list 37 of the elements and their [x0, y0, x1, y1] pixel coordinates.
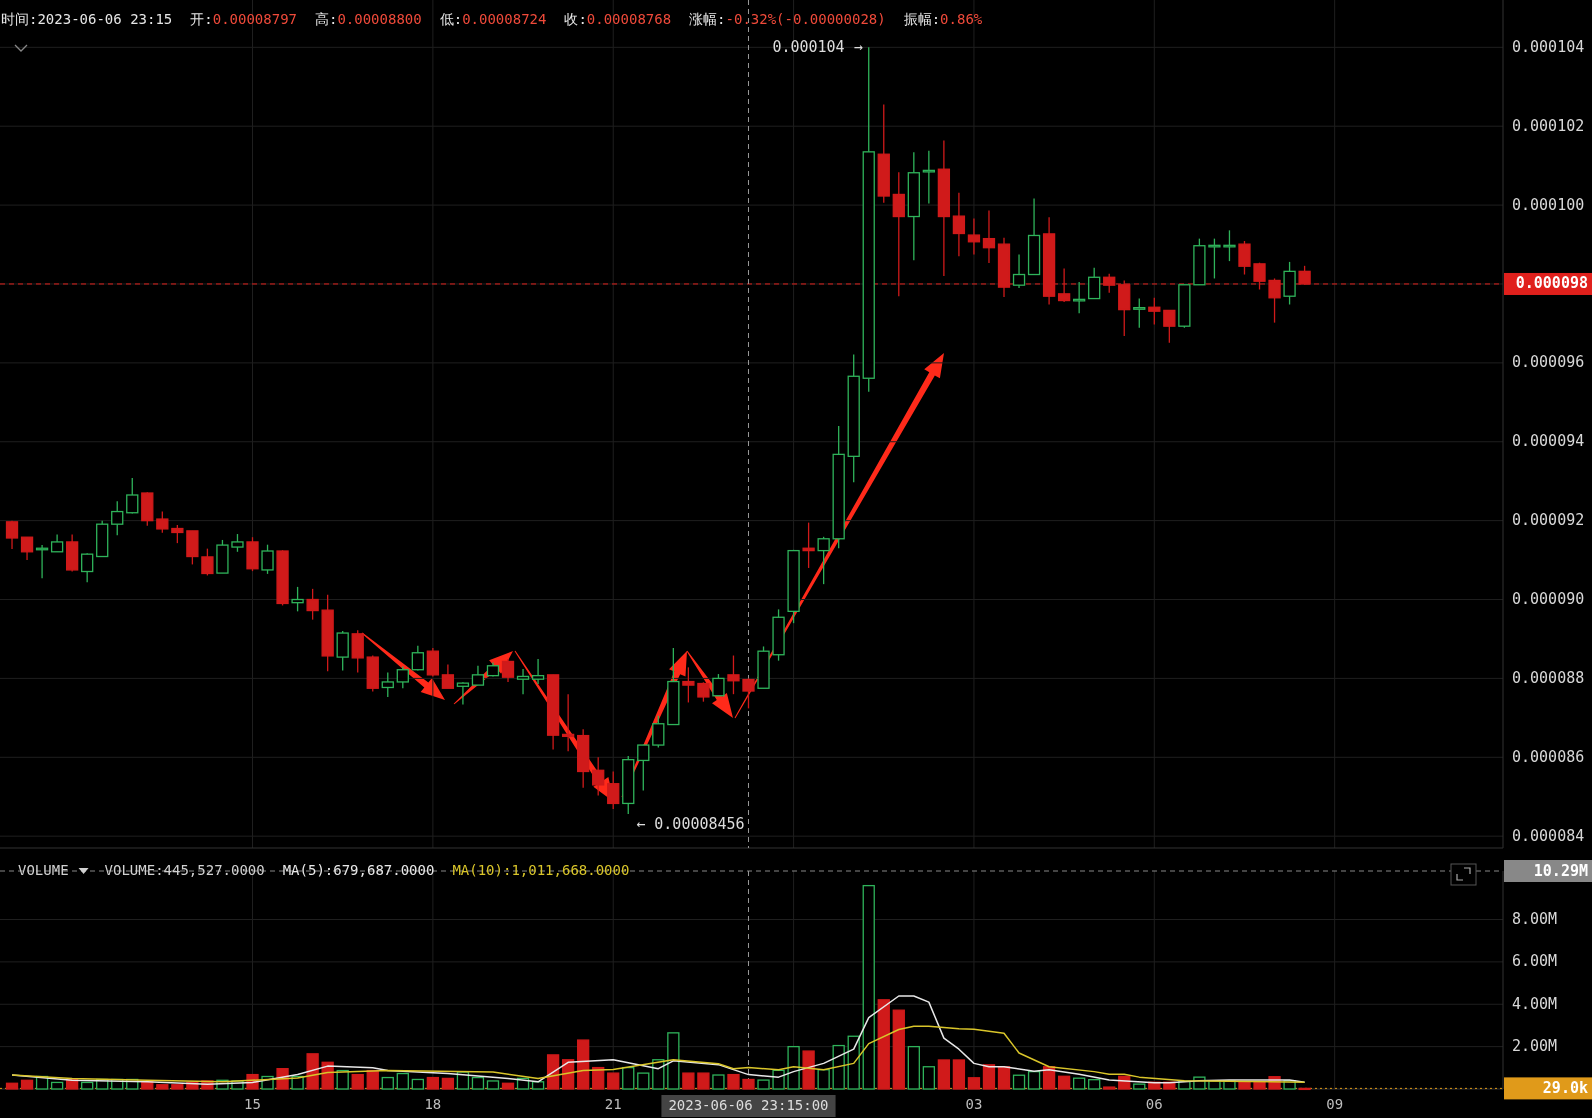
y-tick-label: 0.000084 [1512, 826, 1585, 845]
annotation: MA(10):1,011,668.0000 [452, 862, 630, 878]
annotation: MA(5):679,687.0000 [282, 862, 435, 878]
annotation: 涨幅:-0.32%(-0.00000028) [689, 11, 886, 27]
annotation: VOLUME:445,527.0000 [104, 862, 265, 878]
annotation: 收:0.00008768 [564, 11, 672, 27]
y-tick-label: 0.000088 [1512, 668, 1585, 687]
y-tick-label: 0.000094 [1512, 432, 1585, 451]
y-tick-label: 0.000086 [1512, 747, 1585, 766]
annotation: 低:0.00008724 [439, 11, 547, 27]
annotation: 开:0.00008797 [190, 11, 298, 27]
x-tick-label: 09 [1326, 1096, 1344, 1112]
y-tick-label: 0.000092 [1512, 511, 1585, 530]
y-tick-label: 0.000096 [1512, 353, 1585, 372]
ref-line-label: 29.0k [1542, 1078, 1588, 1097]
annotation: 振幅:0.86% [903, 11, 983, 27]
y-tick-label: 0.000090 [1512, 590, 1585, 609]
ref-line-label: 10.29M [1533, 861, 1588, 880]
annotation: 高:0.00008800 [314, 11, 422, 27]
y-tick-label: 6.00M [1512, 952, 1558, 971]
x-tick-label: 03 [965, 1096, 983, 1112]
y-tick-label: 2.00M [1512, 1037, 1558, 1056]
annotation: VOLUME [18, 862, 69, 878]
y-tick-label: 8.00M [1512, 910, 1558, 929]
y-tick-label: 0.000102 [1512, 116, 1585, 135]
annotation: 时间:2023-06-06 23:15 [1, 11, 173, 27]
x-tick-label: 06 [1145, 1096, 1163, 1112]
y-tick-label: 4.00M [1512, 994, 1558, 1013]
y-tick-label: 0.000100 [1512, 195, 1585, 214]
ref-line-label: 0.000098 [1515, 274, 1588, 293]
ref-line-label: 2023-06-06 23:15:00 [668, 1097, 829, 1113]
annotation: 0.000104 → [772, 37, 863, 56]
x-tick-label: 21 [604, 1096, 622, 1112]
x-tick-label: 15 [244, 1096, 261, 1112]
x-tick-label: 18 [424, 1096, 442, 1112]
y-tick-label: 0.000104 [1512, 37, 1585, 56]
annotation: ← 0.00008456 [636, 814, 745, 833]
